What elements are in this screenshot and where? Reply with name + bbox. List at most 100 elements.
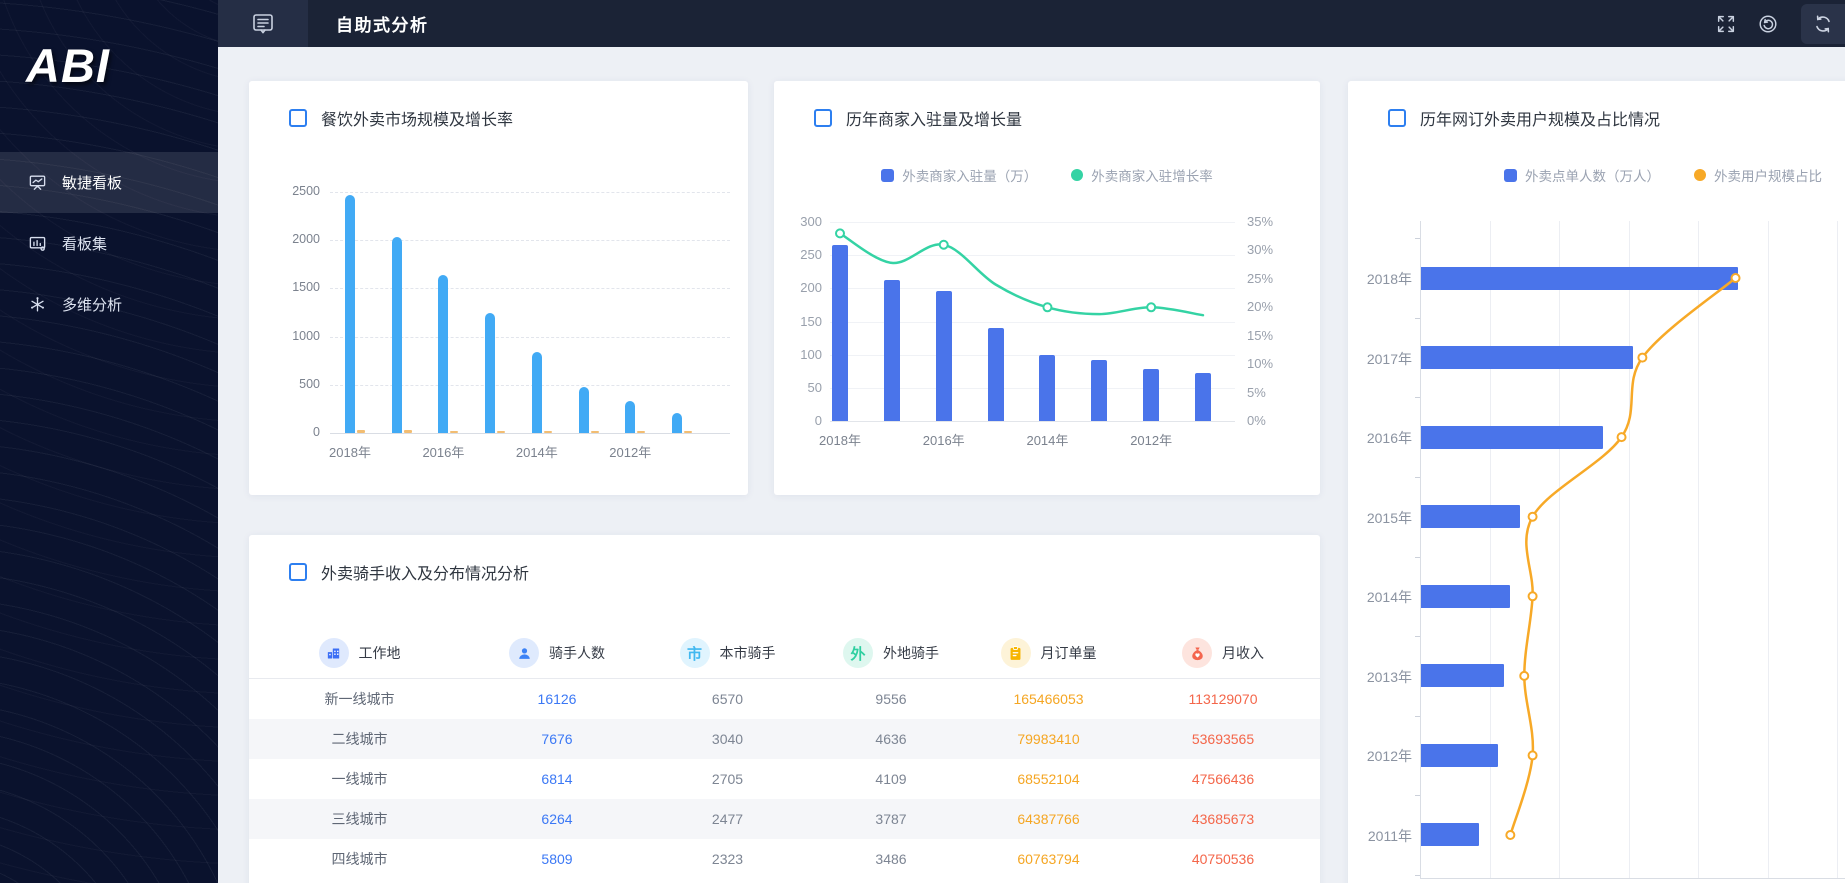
table-header-cell-4: 月订单量 bbox=[971, 628, 1126, 678]
growth-mark-bar[interactable] bbox=[450, 430, 459, 433]
y-axis-tick bbox=[1415, 397, 1420, 399]
kanban-list-button[interactable] bbox=[218, 0, 308, 47]
topbar: 自助式分析 bbox=[218, 0, 1845, 47]
line-marker[interactable] bbox=[1637, 352, 1648, 363]
card-checkbox-icon[interactable] bbox=[289, 109, 307, 127]
bar[interactable] bbox=[531, 352, 542, 433]
table-cell-col4: 165466053 bbox=[1013, 691, 1084, 707]
table-cell-col1[interactable]: 6814 bbox=[541, 771, 573, 787]
merchants-plot: 0 50 100 150 200 250 300 0% 5% 10% 15% 20% 25% 30% 35%… bbox=[800, 214, 1273, 448]
sidebar-item-label: 敏捷看板 bbox=[62, 175, 123, 192]
sidebar-item-board-set[interactable]: 看板集 bbox=[0, 213, 218, 274]
growth-mark-bar[interactable] bbox=[357, 430, 365, 433]
sidebar-item-multi-dimension[interactable]: 多维分析 bbox=[0, 274, 218, 335]
bar[interactable] bbox=[1421, 664, 1505, 688]
column-label: 月订单量 bbox=[1040, 645, 1097, 661]
bar[interactable] bbox=[1421, 584, 1510, 608]
line-marker[interactable] bbox=[1730, 273, 1741, 283]
card-title-row: 历年网订外卖用户规模及占比情况 bbox=[1388, 106, 1660, 130]
legend-item-bars[interactable]: 外卖点单人数（万人） bbox=[1504, 165, 1660, 185]
y-axis-tick bbox=[1415, 476, 1420, 478]
growth-mark-bar[interactable] bbox=[403, 430, 412, 433]
line-marker[interactable] bbox=[1146, 302, 1157, 313]
column-label: 月收入 bbox=[1222, 645, 1264, 661]
line-marker[interactable] bbox=[1519, 670, 1530, 681]
growth-mark-bar[interactable] bbox=[497, 430, 506, 433]
bar[interactable] bbox=[1421, 823, 1479, 847]
table-cell-col0: 三线城市 bbox=[331, 811, 388, 827]
bar[interactable] bbox=[1195, 373, 1212, 421]
x-axis-line bbox=[1420, 878, 1845, 879]
bar[interactable] bbox=[883, 279, 900, 421]
table-cell-col2: 2477 bbox=[711, 811, 744, 827]
bar[interactable] bbox=[485, 313, 496, 433]
bar[interactable] bbox=[1421, 425, 1604, 449]
gridline bbox=[830, 387, 1235, 389]
line-marker[interactable] bbox=[1505, 829, 1516, 840]
bar[interactable] bbox=[1421, 346, 1633, 370]
table-cell-col1[interactable]: 16126 bbox=[537, 691, 577, 707]
market-plot: 0 500 1000 1500 2000 2500 2018年 2016年 2014年 2012年 bbox=[292, 184, 730, 460]
riders-table: 工作地 骑手人数 市 本市骑手 外 外地骑手 月订单量 月收入 新一线城市 16126 6570 9… bbox=[249, 628, 1320, 879]
growth-mark-bar[interactable] bbox=[543, 430, 552, 433]
fullscreen-icon[interactable] bbox=[1713, 11, 1739, 37]
bar[interactable] bbox=[1039, 354, 1056, 421]
card-checkbox-icon[interactable] bbox=[1388, 109, 1406, 127]
legend-item-line[interactable]: 外卖用户规模占比 bbox=[1694, 165, 1822, 185]
growth-mark-bar[interactable] bbox=[590, 430, 599, 433]
legend-item-bars[interactable]: 外卖商家入驻量（万） bbox=[881, 165, 1037, 185]
kanban-list-icon bbox=[253, 13, 273, 33]
growth-mark-bar[interactable] bbox=[683, 431, 692, 433]
building-icon bbox=[318, 638, 349, 668]
bar[interactable] bbox=[391, 237, 402, 433]
bar[interactable] bbox=[987, 327, 1004, 421]
bar[interactable] bbox=[1421, 743, 1499, 767]
bar[interactable] bbox=[625, 401, 636, 433]
bar[interactable] bbox=[1421, 505, 1520, 529]
line-marker[interactable] bbox=[835, 228, 845, 239]
x-axis-tick-label: 2014年 bbox=[1026, 433, 1069, 448]
line-marker[interactable] bbox=[1616, 432, 1627, 443]
card-checkbox-icon[interactable] bbox=[814, 109, 832, 127]
bar[interactable] bbox=[935, 291, 952, 421]
table-cell-col1[interactable]: 6264 bbox=[541, 811, 573, 827]
y-axis-tick bbox=[1415, 556, 1420, 558]
gridline-vertical bbox=[1489, 221, 1491, 878]
bar[interactable] bbox=[438, 274, 449, 433]
line-marker[interactable] bbox=[1527, 750, 1538, 761]
gridline bbox=[830, 354, 1235, 356]
line-marker[interactable] bbox=[1042, 302, 1053, 313]
bar[interactable] bbox=[671, 412, 682, 433]
table-cell-col1[interactable]: 7676 bbox=[541, 731, 573, 747]
undo-icon[interactable] bbox=[1755, 11, 1781, 37]
refresh-button[interactable] bbox=[1801, 3, 1845, 44]
line-marker[interactable] bbox=[1527, 511, 1538, 522]
card-title: 历年网订外卖用户规模及占比情况 bbox=[1420, 112, 1661, 129]
card-checkbox-icon[interactable] bbox=[289, 563, 307, 581]
line-marker[interactable] bbox=[938, 239, 949, 250]
y-axis-tick-label: 2000 bbox=[292, 232, 320, 247]
y-axis-right-tick-label: 0% bbox=[1247, 413, 1266, 428]
sidebar-nav: 敏捷看板 看板集 多维分析 bbox=[0, 152, 218, 335]
y-axis-tick-label: 500 bbox=[299, 376, 320, 391]
table-cell-col4: 64387766 bbox=[1017, 811, 1080, 827]
table-row: 二线城市 7676 3040 4636 79983410 53693565 bbox=[249, 719, 1320, 759]
growth-mark-bar[interactable] bbox=[637, 430, 646, 433]
bar[interactable] bbox=[1143, 368, 1160, 421]
line-marker[interactable] bbox=[1527, 591, 1538, 602]
card-title: 历年商家入驻量及增长量 bbox=[846, 112, 1023, 129]
bar[interactable] bbox=[1091, 360, 1108, 421]
x-axis-tick-label: 2016年 bbox=[922, 433, 965, 448]
table-cell-col2: 6570 bbox=[711, 691, 744, 707]
sidebar-item-agile-board[interactable]: 敏捷看板 bbox=[0, 152, 218, 213]
legend-square-marker bbox=[1504, 168, 1517, 182]
bar[interactable] bbox=[1421, 266, 1738, 290]
bar[interactable] bbox=[832, 245, 848, 421]
page-title: 自助式分析 bbox=[336, 16, 429, 35]
table-header-cell-3: 外 外地骑手 bbox=[811, 628, 971, 678]
bar[interactable] bbox=[578, 386, 589, 433]
table-cell-col5: 47566436 bbox=[1191, 771, 1255, 787]
table-cell-col1[interactable]: 5809 bbox=[541, 851, 573, 867]
legend-item-line[interactable]: 外卖商家入驻增长率 bbox=[1071, 165, 1213, 185]
bar[interactable] bbox=[345, 194, 355, 433]
